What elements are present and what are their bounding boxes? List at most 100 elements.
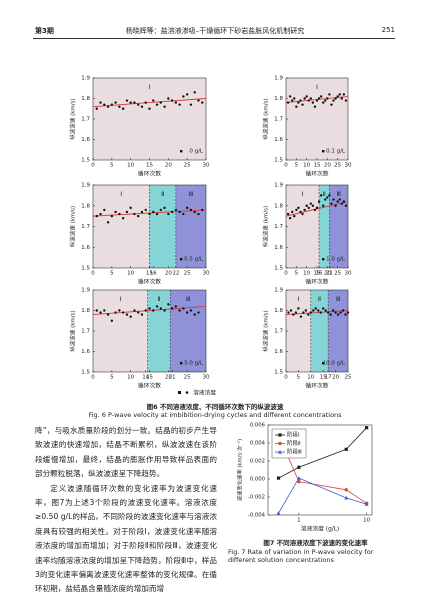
- data-point: [163, 105, 166, 108]
- data-point: [294, 311, 298, 314]
- x-tick-label: 10: [127, 163, 134, 169]
- y-tick-label: -0.004: [248, 513, 266, 519]
- data-point: [311, 101, 315, 104]
- data-point: [155, 103, 159, 106]
- concentration-marker: [180, 362, 183, 365]
- x-tick-label: 30: [345, 163, 352, 169]
- fig6-caption-en: Fig. 6 P-wave velocity at imbibition-dry…: [88, 411, 342, 419]
- y-tick-label: 0.006: [250, 423, 266, 429]
- y-tick-label: 1.8: [81, 308, 90, 314]
- x-tick-label: 25: [184, 271, 191, 277]
- x-tick-label: 17: [325, 375, 332, 381]
- data-point: [182, 212, 185, 216]
- data-point: [332, 99, 335, 102]
- x-axis-title: 循环次数: [138, 382, 161, 390]
- page-number: 251: [381, 26, 395, 34]
- y-tick-label: 1.6: [81, 137, 90, 143]
- marker: [297, 480, 301, 484]
- data-point: [99, 311, 102, 314]
- x-tick-label: 1: [297, 518, 301, 524]
- data-point: [201, 208, 204, 212]
- data-point: [163, 206, 166, 210]
- stage-region: [329, 185, 348, 268]
- data-point: [324, 309, 327, 312]
- x-tick-label: 5: [110, 271, 114, 277]
- y-tick-label: 1.8: [274, 203, 283, 209]
- marker: [365, 426, 369, 430]
- x-tick-label: 16: [316, 271, 323, 277]
- x-tick-label: 5: [110, 375, 114, 381]
- data-point: [295, 208, 298, 212]
- data-point: [334, 311, 337, 314]
- data-point: [319, 311, 322, 314]
- data-point: [302, 311, 305, 314]
- stage-label: Ⅲ: [186, 295, 190, 303]
- data-point: [339, 311, 342, 314]
- data-point: [299, 315, 303, 318]
- data-point: [121, 217, 125, 220]
- data-point: [99, 212, 102, 216]
- stage-label: Ⅱ: [323, 190, 326, 198]
- data-point: [140, 105, 144, 108]
- x-tick-label: 0: [91, 271, 95, 277]
- legend-marker: [278, 433, 282, 437]
- legend-label: 阶段Ⅰ: [287, 431, 300, 439]
- stage-label: Ⅰ: [302, 190, 304, 198]
- stage-region: [149, 185, 176, 268]
- data-point: [288, 95, 292, 98]
- x-tick-label: 25: [345, 375, 352, 381]
- x-tick-label: 15: [314, 271, 321, 277]
- data-point: [291, 210, 294, 214]
- marker: [344, 488, 348, 492]
- data-point: [144, 101, 147, 104]
- marker: [296, 476, 301, 480]
- stage-label: Ⅰ: [316, 83, 318, 91]
- data-point: [167, 212, 170, 216]
- data-point: [340, 202, 343, 205]
- stage-label: Ⅱ: [161, 190, 164, 198]
- y-tick-label: 1.7: [274, 224, 283, 230]
- concentration-label: 10.0 g/L: [323, 361, 346, 367]
- x-axis-title: 循环次数: [138, 170, 161, 178]
- y-tick-label: -0.002: [248, 495, 265, 501]
- data-point: [338, 198, 341, 201]
- data-point: [144, 309, 147, 312]
- data-point: [309, 311, 312, 314]
- stage-label: Ⅱ: [318, 295, 321, 303]
- legend-marker: [185, 391, 189, 394]
- data-point: [182, 307, 185, 310]
- x-tick-label: 20: [324, 271, 331, 277]
- data-point: [155, 212, 159, 216]
- data-point: [110, 214, 114, 218]
- data-point: [304, 309, 308, 312]
- stage-region: [286, 290, 311, 372]
- series-line: [278, 477, 367, 514]
- data-point: [340, 97, 343, 100]
- y-tick-label: 1.6: [274, 137, 283, 143]
- data-point: [114, 210, 117, 214]
- x-tick-label: 10: [303, 163, 310, 169]
- x-tick-label: 16: [150, 271, 157, 277]
- y-tick-label: 1.5: [274, 266, 283, 272]
- legend-box: [271, 428, 307, 459]
- data-point: [125, 210, 129, 214]
- data-point: [144, 208, 147, 212]
- x-axis-title: 循环次数: [305, 278, 328, 286]
- data-point: [336, 200, 339, 203]
- stage-label: Ⅰ: [297, 295, 299, 303]
- legend-label: 阶段Ⅲ: [287, 448, 302, 456]
- legend-label: 溶液浓度: [193, 389, 216, 397]
- data-point: [330, 202, 333, 205]
- x-tick-label: 21: [169, 375, 176, 381]
- y-tick-label: 0.002: [250, 459, 265, 465]
- x-tick-label: 10: [127, 375, 134, 381]
- data-point: [297, 307, 300, 310]
- y-tick-label: 1.6: [274, 349, 283, 355]
- data-point: [301, 212, 304, 216]
- x-tick-label: 0: [284, 271, 288, 277]
- data-point: [201, 101, 204, 104]
- x-tick-label: 15: [146, 163, 153, 169]
- data-point: [118, 105, 121, 108]
- x-tick-label: 20: [165, 271, 172, 277]
